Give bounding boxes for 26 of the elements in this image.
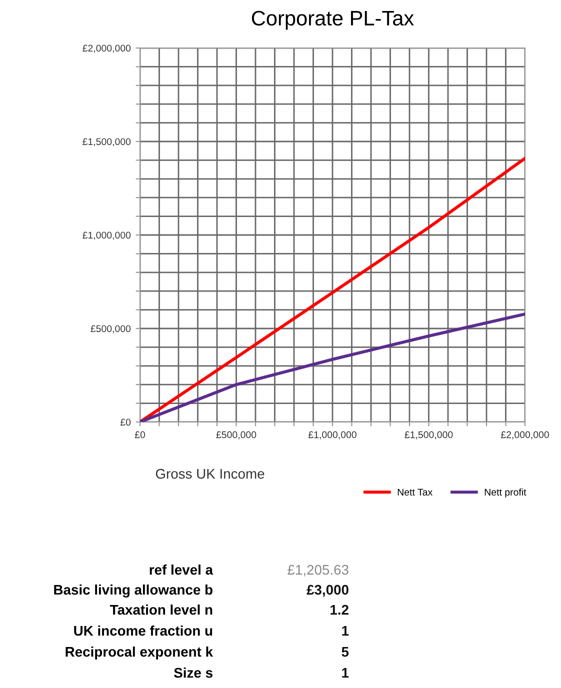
x-tick-label: £0 [134, 431, 146, 438]
legend-label: Nett profit [484, 488, 526, 498]
chart-title: Corporate PL-Tax [252, 10, 414, 30]
y-tick-label: £2,000,000 [82, 44, 131, 53]
text: Basic living allowance b [54, 584, 212, 598]
x-tick-label: £500,000 [216, 431, 256, 440]
y-tick-label: £0 [120, 418, 131, 426]
text: 5 [342, 647, 349, 657]
x-tick-label: £1,000,000 [308, 431, 356, 440]
text: ref level a [150, 564, 214, 575]
x-tick-label: £2,000,000 [500, 431, 549, 440]
y-tick-label: £1,000,000 [82, 232, 131, 240]
y-tick-label: £1,500,000 [82, 138, 131, 146]
text: UK income fraction u [74, 626, 212, 636]
text: 1 [342, 668, 349, 678]
x-tick-label: £1,500,000 [404, 431, 453, 440]
y-tick-label: £500,000 [90, 325, 131, 334]
text: Taxation level n [110, 604, 212, 615]
x-axis-title: Gross UK Income [156, 468, 264, 479]
text: £3,000 [306, 584, 348, 597]
text: £1,205.63 [288, 564, 348, 576]
text: 1.2 [330, 604, 348, 615]
text: Size s [174, 668, 212, 678]
legend-label: Nett Tax [398, 488, 432, 496]
text: Reciprocal exponent k [66, 646, 214, 660]
text: 1 [342, 626, 349, 636]
